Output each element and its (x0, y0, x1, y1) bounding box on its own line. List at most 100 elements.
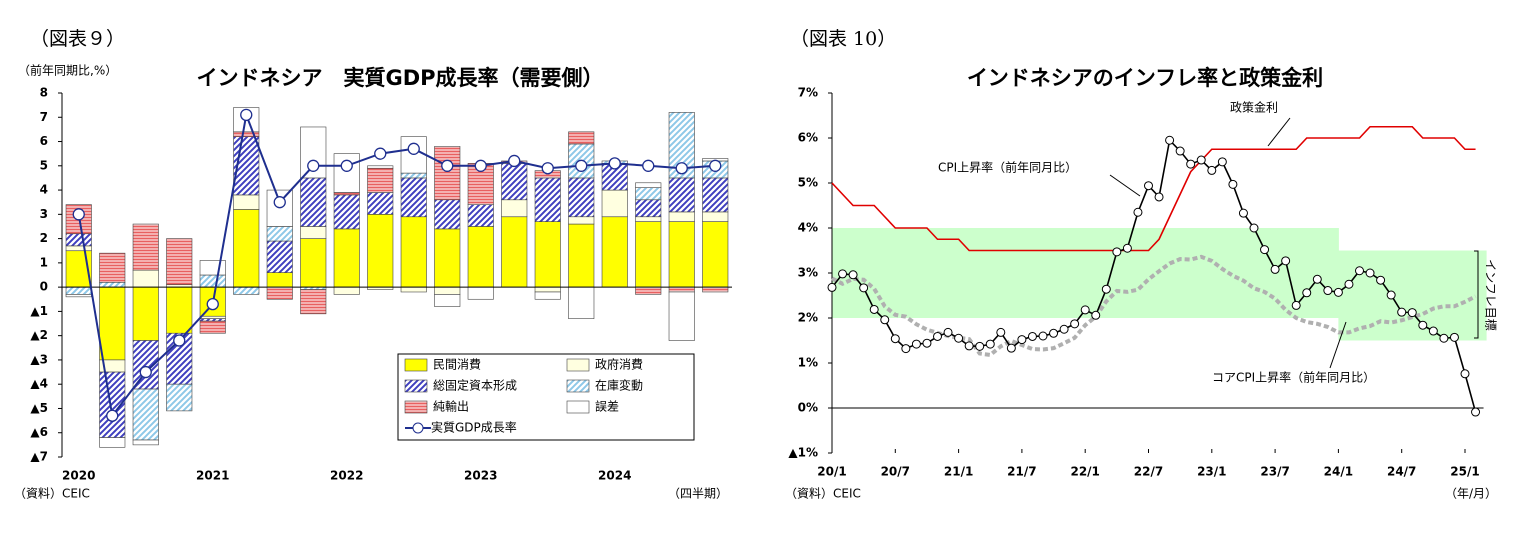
bar-segment (501, 216, 528, 288)
target-band (1180, 228, 1192, 318)
bar-segment (99, 437, 126, 448)
bar-segment (233, 209, 260, 288)
cpi-marker (1112, 247, 1122, 257)
target-band (958, 228, 970, 318)
figure-label: （図表９） (30, 28, 125, 50)
bar-segment (166, 383, 193, 412)
cpi-marker (880, 315, 890, 325)
legend-label: 実質GDP成長率 (431, 420, 517, 435)
target-band (1264, 228, 1276, 318)
gdp-marker (374, 147, 387, 160)
bar-segment (668, 211, 695, 222)
bar-segment (132, 223, 159, 271)
bar-segment (400, 172, 427, 179)
cpi-marker (996, 327, 1006, 337)
bar-segment (568, 177, 595, 218)
target-band (1422, 250, 1434, 341)
bar-segment (132, 286, 159, 341)
source: （資料）CEIC (785, 487, 861, 501)
cpi-marker (985, 339, 995, 349)
cpi-marker (1122, 243, 1132, 253)
cpi-marker (838, 269, 848, 279)
target-band (1074, 228, 1086, 318)
bar-segment (434, 199, 461, 230)
legend-swatch (566, 358, 590, 372)
gdp-marker (441, 159, 454, 172)
figure-label: （図表 10） (790, 28, 896, 50)
cpi-marker (1217, 157, 1227, 167)
chart-title: インドネシアのインフレ率と政策金利 (967, 66, 1323, 90)
target-band (853, 228, 865, 318)
target-band (1359, 250, 1371, 341)
bar-segment (132, 388, 159, 441)
target-band (1401, 250, 1413, 341)
y-tick-label: 5 (40, 158, 48, 172)
y-tick-label: 1% (798, 356, 818, 370)
gdp-marker (240, 108, 253, 121)
cpi-marker (1080, 305, 1090, 315)
target-band (1327, 228, 1339, 318)
band-label: インフレ目標 (1484, 259, 1498, 331)
target-band (1443, 250, 1455, 341)
x-tick-label: 25/1 (1450, 465, 1479, 479)
x-tick-label: 21/1 (944, 465, 973, 479)
bar-segment (534, 291, 561, 300)
cpi-marker (1027, 331, 1037, 341)
target-band (1475, 250, 1487, 341)
target-band (1380, 250, 1392, 341)
bar-segment (400, 216, 427, 288)
bar-segment (300, 238, 327, 288)
x-tick-label: 2020 (62, 469, 95, 483)
y-tick-label: 6% (798, 131, 818, 145)
target-band (1116, 228, 1128, 318)
bar-segment (99, 252, 126, 283)
cpi-marker (901, 344, 911, 354)
legend-label: 純輸出 (433, 399, 469, 414)
bar-segment (434, 228, 461, 288)
series-line (831, 125, 1476, 252)
legend-swatch (404, 379, 428, 393)
target-band (905, 228, 917, 318)
bar-segment (534, 221, 561, 288)
cpi-marker (890, 334, 900, 344)
bar-segment (333, 194, 360, 230)
cpi-marker (1418, 320, 1428, 330)
cpi-marker (848, 270, 858, 280)
cpi-marker (1059, 324, 1069, 334)
cpi-marker (1407, 308, 1417, 318)
x-tick-label: 2023 (464, 469, 497, 483)
bar-segment (568, 286, 595, 319)
target-band (874, 228, 886, 318)
target-band (1254, 228, 1266, 318)
legend-box (397, 353, 695, 441)
bar-segment (333, 153, 360, 193)
annotation-arrow (1109, 174, 1141, 197)
cpi-marker (1365, 268, 1375, 278)
gdp-marker (608, 157, 621, 170)
x-tick-label: 2021 (196, 469, 229, 483)
cpi-marker (1175, 146, 1185, 156)
bar-segment (300, 289, 327, 315)
target-band (1338, 250, 1350, 341)
gdp-marker (541, 162, 554, 175)
y-tick-label: 7% (798, 86, 818, 100)
gdp-marker (575, 159, 588, 172)
gdp-marker (206, 297, 219, 311)
target-band (1053, 228, 1065, 318)
y-tick-label: 4 (40, 183, 48, 197)
target-band (863, 228, 875, 318)
cpi-marker (1281, 256, 1291, 266)
bar-segment (367, 165, 394, 169)
target-band (1106, 228, 1118, 318)
cpi-marker (1471, 407, 1481, 417)
legend-swatch (404, 400, 428, 414)
cpi-marker (1238, 208, 1248, 218)
bar-segment (434, 294, 461, 307)
bar-segment (367, 214, 394, 288)
bar-segment (635, 187, 662, 201)
x-tick-label: 22/1 (1070, 465, 1099, 479)
target-band (1317, 228, 1329, 318)
bar-segment (233, 194, 260, 210)
y-tick-label: ▲6 (30, 425, 48, 439)
gdp-marker (72, 208, 85, 221)
